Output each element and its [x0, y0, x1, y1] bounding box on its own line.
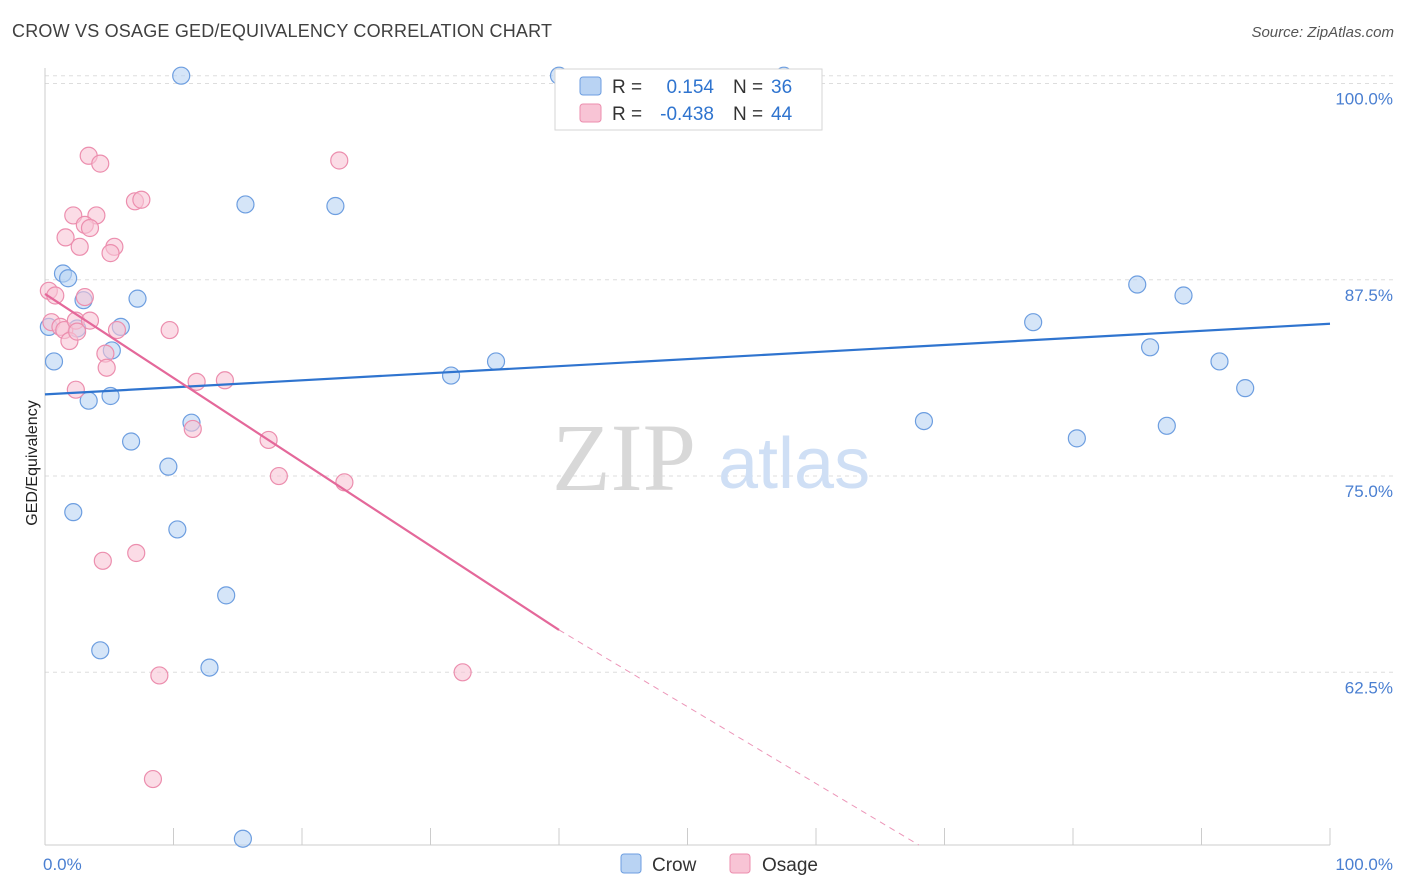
- osage-point: [335, 473, 354, 492]
- osage-point: [160, 320, 179, 340]
- osage-n-value: 44: [771, 104, 793, 125]
- axes: [44, 68, 1331, 846]
- trendlines: [44, 293, 1331, 846]
- osage-point: [68, 322, 87, 341]
- crow-point: [128, 289, 147, 308]
- osage-point: [132, 190, 151, 209]
- chart-title: CROW VS OSAGE GED/EQUIVALENCY CORRELATIO…: [12, 21, 553, 41]
- osage-point: [101, 244, 120, 263]
- osage-point: [269, 466, 288, 486]
- osage-point: [91, 154, 110, 173]
- watermark-atlas: atlas: [718, 424, 870, 504]
- y-axis-title: GED/Equivalency: [24, 400, 41, 525]
- y-tick-label: 62.5%: [1345, 678, 1393, 697]
- y-tick-label: 100.0%: [1335, 90, 1393, 109]
- osage-point: [150, 666, 169, 685]
- crow-point: [1024, 313, 1043, 332]
- watermark: ZIP atlas: [552, 404, 870, 511]
- osage-point: [215, 371, 234, 390]
- crow-point: [172, 66, 191, 85]
- legend-crow-label: Crow: [652, 855, 697, 876]
- crow-point: [217, 586, 236, 605]
- osage-trendline: [44, 293, 560, 631]
- osage-point: [107, 320, 127, 340]
- osage-r-value: -0.438: [660, 104, 714, 125]
- osage-point: [80, 218, 100, 238]
- crow-trendline: [44, 322, 1331, 396]
- crow-point: [91, 641, 110, 660]
- crow-point: [1157, 416, 1176, 435]
- crow-point: [1174, 286, 1193, 305]
- crow-swatch: [579, 76, 602, 96]
- osage-swatch: [579, 103, 602, 123]
- x-tick-label-min: 0.0%: [43, 855, 82, 874]
- crow-point: [200, 658, 219, 677]
- x-tick-labels: 0.0% 100.0%: [43, 855, 1393, 874]
- crow-r-value: 0.154: [666, 77, 714, 98]
- crow-point: [1210, 352, 1229, 371]
- crow-point: [1067, 429, 1086, 448]
- y-tick-labels: 62.5% 75.0% 87.5% 100.0%: [1335, 90, 1393, 698]
- crow-point: [441, 366, 461, 385]
- crow-point: [121, 432, 141, 451]
- crow-point: [64, 503, 83, 522]
- crow-point: [1140, 338, 1160, 357]
- osage-point: [75, 287, 94, 307]
- series-legend: Crow Osage: [620, 853, 818, 876]
- osage-point: [187, 372, 206, 391]
- osage-point: [93, 551, 112, 570]
- osage-point: [453, 663, 472, 682]
- osage-point: [330, 151, 349, 170]
- legend-crow-swatch: [620, 853, 642, 874]
- osage-r-label: R =: [612, 104, 642, 125]
- osage-point: [127, 543, 146, 563]
- watermark-zip: ZIP: [552, 404, 696, 511]
- crow-point: [1236, 379, 1255, 398]
- osage-trendline-extension: [558, 629, 920, 846]
- crow-n-label: N =: [733, 77, 763, 98]
- x-tick-label-max: 100.0%: [1335, 855, 1393, 874]
- crow-point: [59, 269, 78, 288]
- crow-point: [168, 520, 187, 539]
- crow-n-value: 36: [771, 77, 792, 98]
- crow-point: [486, 352, 506, 371]
- osage-point: [97, 358, 116, 377]
- osage-point: [183, 419, 202, 439]
- crow-point: [1128, 275, 1147, 294]
- y-tick-label: 75.0%: [1345, 482, 1393, 501]
- osage-n-label: N =: [733, 104, 763, 125]
- source-label: Source: ZipAtlas.com: [1251, 24, 1394, 41]
- crow-point: [914, 412, 934, 431]
- legend-osage-swatch: [729, 853, 751, 874]
- crow-point: [326, 196, 345, 216]
- osage-point: [56, 228, 75, 247]
- legend-osage-label: Osage: [762, 855, 818, 876]
- y-tick-label: 87.5%: [1345, 286, 1393, 305]
- crow-point: [236, 195, 255, 214]
- crow-r-label: R =: [612, 77, 642, 98]
- crow-point: [44, 352, 64, 371]
- stats-legend: R = 0.154 N = 36 R = -0.438 N = 44: [554, 68, 823, 131]
- crow-point: [233, 829, 252, 848]
- gridlines: [45, 75, 1395, 673]
- crow-point: [159, 457, 178, 476]
- osage-point: [143, 769, 163, 789]
- osage-point: [66, 380, 85, 399]
- osage-point: [70, 237, 89, 256]
